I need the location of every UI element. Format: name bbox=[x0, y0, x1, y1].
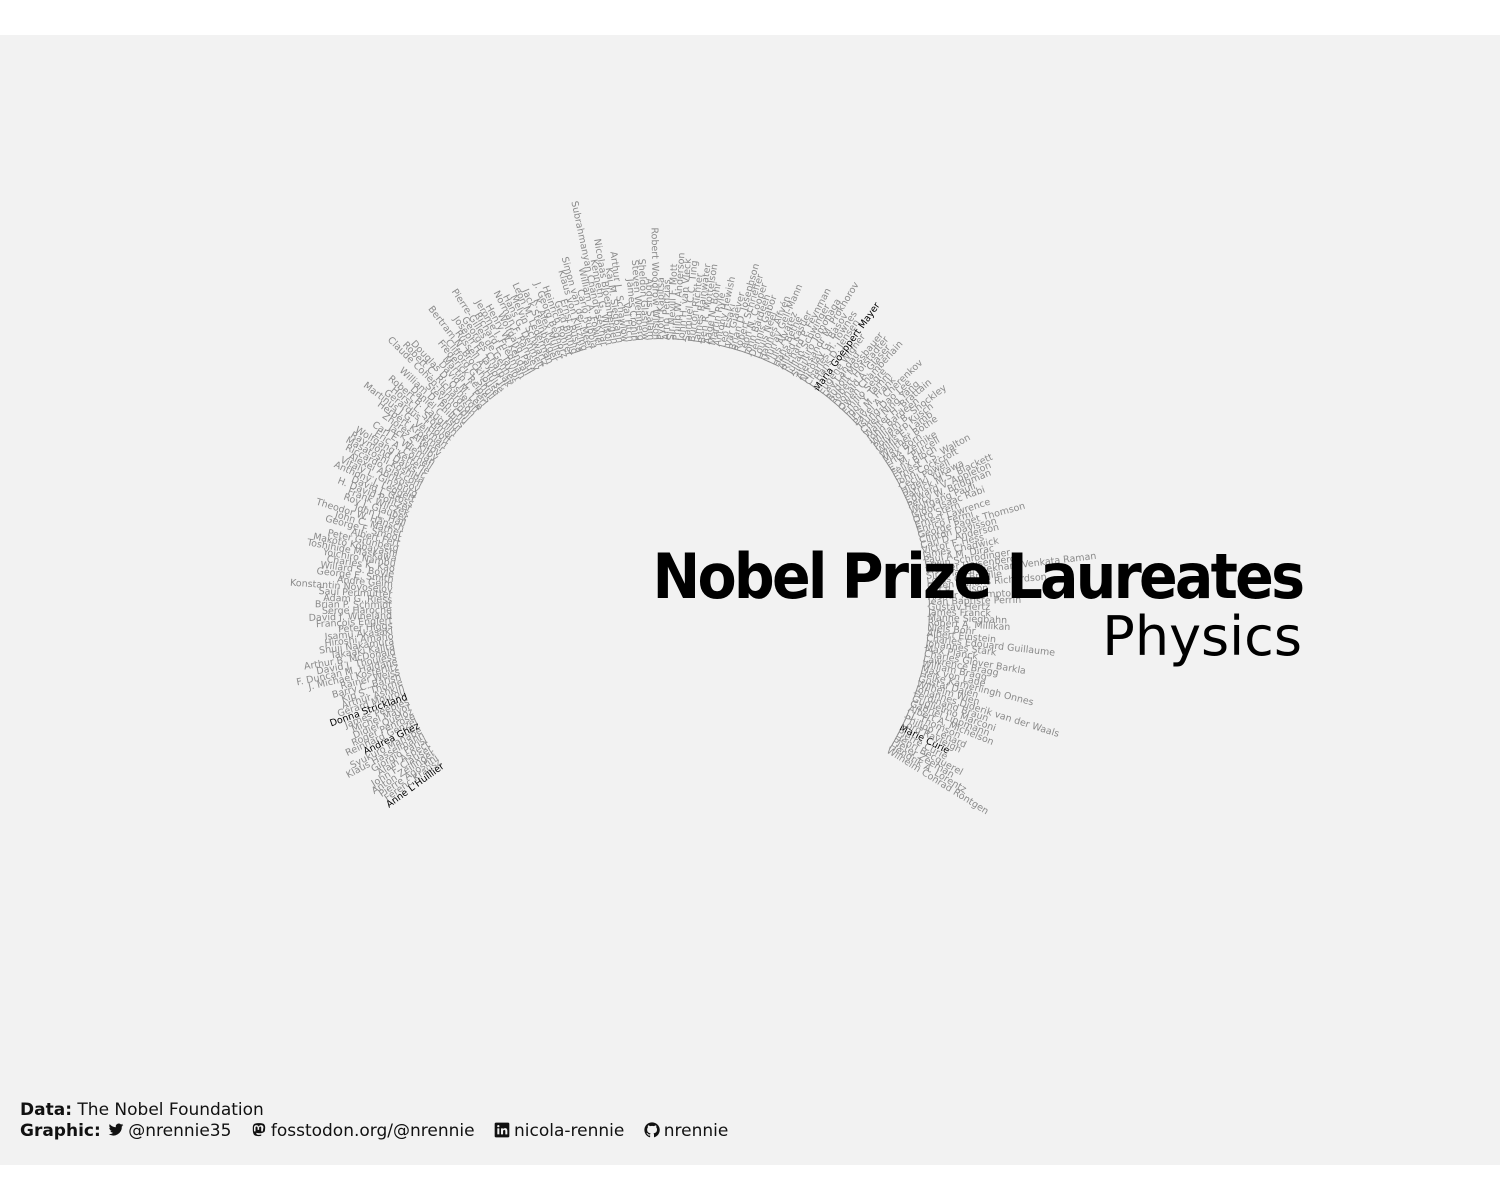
laureate-label: Andre Geim bbox=[337, 574, 394, 590]
laureate-label: Saul Perlmutter bbox=[318, 586, 392, 601]
laureate-label: James Franck bbox=[927, 607, 992, 619]
laureate-label: Gustav Hertz bbox=[928, 602, 990, 613]
graphic-label: Graphic bbox=[20, 1121, 94, 1141]
graphic-credit: Graphic: @nrennie35 fosstodon.org/@nrenn… bbox=[20, 1121, 729, 1141]
mastodon-icon bbox=[252, 1123, 266, 1137]
laureate-label: Sir Nevill F. Mott bbox=[666, 263, 680, 340]
github-icon bbox=[644, 1122, 660, 1138]
laureate-label: David J. Wineland bbox=[308, 610, 392, 623]
laureate-label: Abdus Salam bbox=[643, 278, 656, 340]
data-label: Data bbox=[20, 1100, 66, 1120]
laureate-label: Arno Penzias bbox=[661, 279, 673, 340]
laureate-label: Manne Siegbahn bbox=[928, 612, 1008, 626]
twitter-icon bbox=[108, 1123, 124, 1136]
chart-subtitle: Physics bbox=[1102, 605, 1302, 668]
laureate-label: Sheldon Glashow bbox=[636, 258, 651, 340]
laureate-label: Niels Bohr bbox=[927, 623, 976, 638]
laureate-label: Pyotr Kapitsa bbox=[656, 277, 667, 340]
laureate-label: François Englert bbox=[316, 615, 393, 630]
laureate-label: C.T.R. Wilson bbox=[927, 583, 988, 598]
laureate-label: Val Fitch bbox=[620, 302, 635, 343]
laureate-label: Jean Baptiste Perrin bbox=[927, 595, 1022, 608]
caption: Data: The Nobel Foundation Graphic: @nre… bbox=[20, 1100, 728, 1142]
laureate-label: Adam G. Riess bbox=[323, 593, 392, 606]
twitter-handle: @nrennie35 bbox=[128, 1121, 232, 1141]
linkedin-icon bbox=[494, 1122, 510, 1138]
data-source: The Nobel Foundation bbox=[77, 1100, 264, 1120]
chart-panel: Wilhelm Conrad Röntgen Hendrik A. Lorentz… bbox=[0, 35, 1500, 1165]
chart-title: Nobel Prize Laureates bbox=[652, 540, 1305, 613]
laureate-label: Robert Woodrow Wilson bbox=[649, 227, 662, 340]
linkedin-handle: nicola-rennie bbox=[513, 1121, 625, 1141]
laureate-label: Brian P. Schmidt bbox=[315, 599, 393, 611]
laureate-label: Philip W. Anderson bbox=[671, 252, 687, 341]
laureate-label: Peter Higgs bbox=[338, 621, 393, 636]
data-credit: Data: The Nobel Foundation bbox=[20, 1100, 264, 1120]
laureate-label: Serge Haroche bbox=[322, 605, 392, 617]
github-handle: nrennie bbox=[663, 1121, 729, 1141]
laureate-label: Robert A. Millikan bbox=[927, 618, 1010, 634]
laureate-label: Arthur H. Compton bbox=[928, 588, 1018, 603]
mastodon-handle: fosstodon.org/@nrennie bbox=[270, 1121, 475, 1141]
